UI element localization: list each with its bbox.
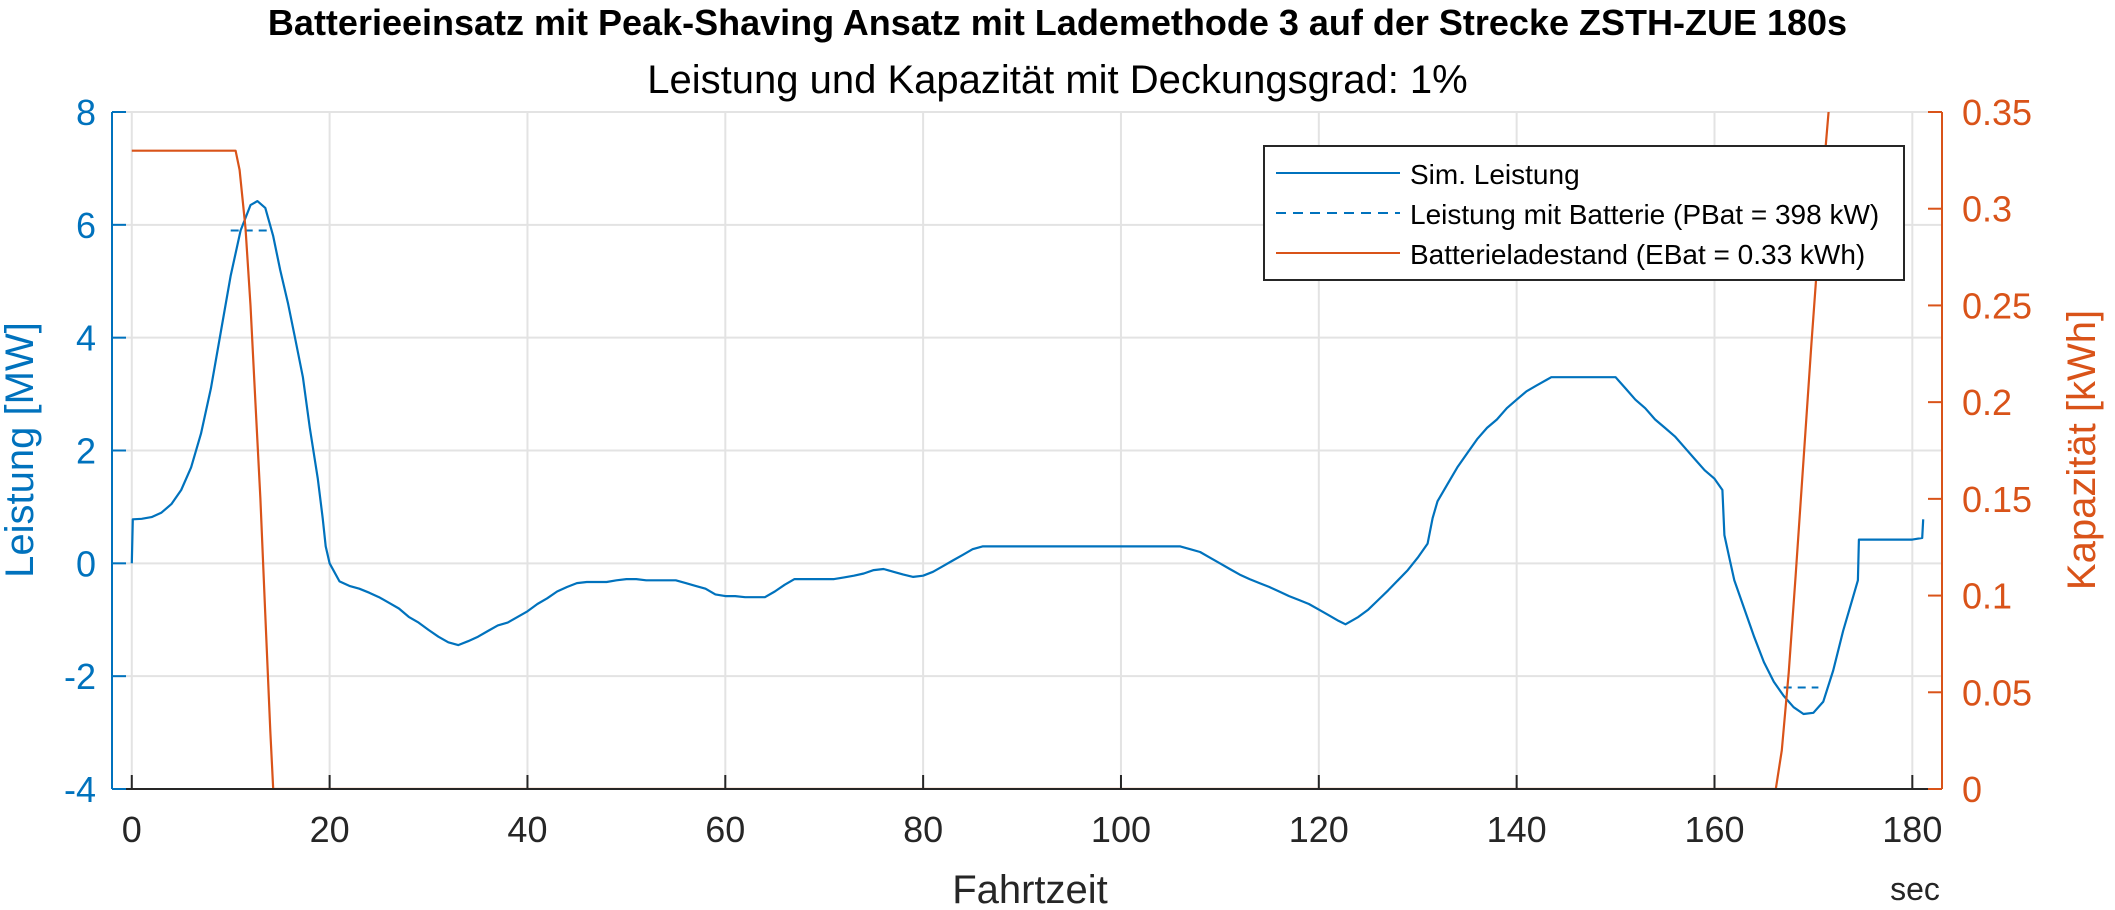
legend: Sim. Leistung Leistung mit Batterie (PBa…: [1263, 145, 1905, 281]
y-left-tick-label: -4: [64, 769, 96, 810]
y-right-tick-label: 0.15: [1962, 479, 2032, 520]
series-2-line: [131, 112, 1830, 789]
legend-label-batterieladestand: Batterieladestand (EBat = 0.33 kWh): [1410, 239, 1865, 270]
y-right-tick-label: 0.2: [1962, 382, 2012, 423]
x-tick-label: 20: [310, 809, 350, 850]
x-tick-label: 140: [1487, 809, 1547, 850]
x-tick-label: 160: [1684, 809, 1744, 850]
y-right-tick-label: 0.25: [1962, 285, 2032, 326]
x-axis-label: Fahrtzeit: [952, 868, 1108, 910]
x-tick-label: 40: [507, 809, 547, 850]
y-left-tick-label: 0: [76, 543, 96, 584]
data-series: [130, 112, 1925, 789]
axes: 0 20 40 60 80 100 120 140 160 180-4-20246800.050.…: [64, 92, 2032, 850]
x-tick-label: 100: [1091, 809, 1151, 850]
y-axis-right-label: Kapazität [kWh]: [2060, 310, 2104, 590]
y-right-tick-label: 0.05: [1962, 672, 2032, 713]
x-tick-label: 0: [122, 809, 142, 850]
chart-subtitle: Leistung und Kapazität mit Deckungsgrad:…: [647, 58, 1468, 102]
y-right-tick-label: 0.1: [1962, 576, 2012, 617]
chart-title: Batterieeinsatz mit Peak-Shaving Ansatz …: [267, 2, 1848, 43]
y-left-tick-label: 2: [76, 431, 96, 472]
x-tick-label: 180: [1882, 809, 1942, 850]
x-axis-unit: sec: [1890, 871, 1940, 907]
y-right-tick-label: 0.3: [1962, 189, 2012, 230]
y-left-tick-label: 4: [76, 318, 96, 359]
y-right-tick-label: 0: [1962, 769, 1982, 810]
legend-label-sim-leistung: Sim. Leistung: [1410, 159, 1580, 190]
y-left-tick-label: 6: [76, 205, 96, 246]
x-tick-label: 120: [1289, 809, 1349, 850]
legend-label-leistung-mit-batterie: Leistung mit Batterie (PBat = 398 kW): [1410, 199, 1879, 230]
x-tick-label: 80: [903, 809, 943, 850]
y-axis-left-label: Leistung [MW]: [0, 322, 42, 578]
y-left-tick-label: 8: [76, 92, 96, 133]
series-0-line: [130, 200, 1925, 716]
x-tick-label: 60: [705, 809, 745, 850]
y-right-tick-label: 0.35: [1962, 92, 2032, 133]
y-left-tick-label: -2: [64, 656, 96, 697]
